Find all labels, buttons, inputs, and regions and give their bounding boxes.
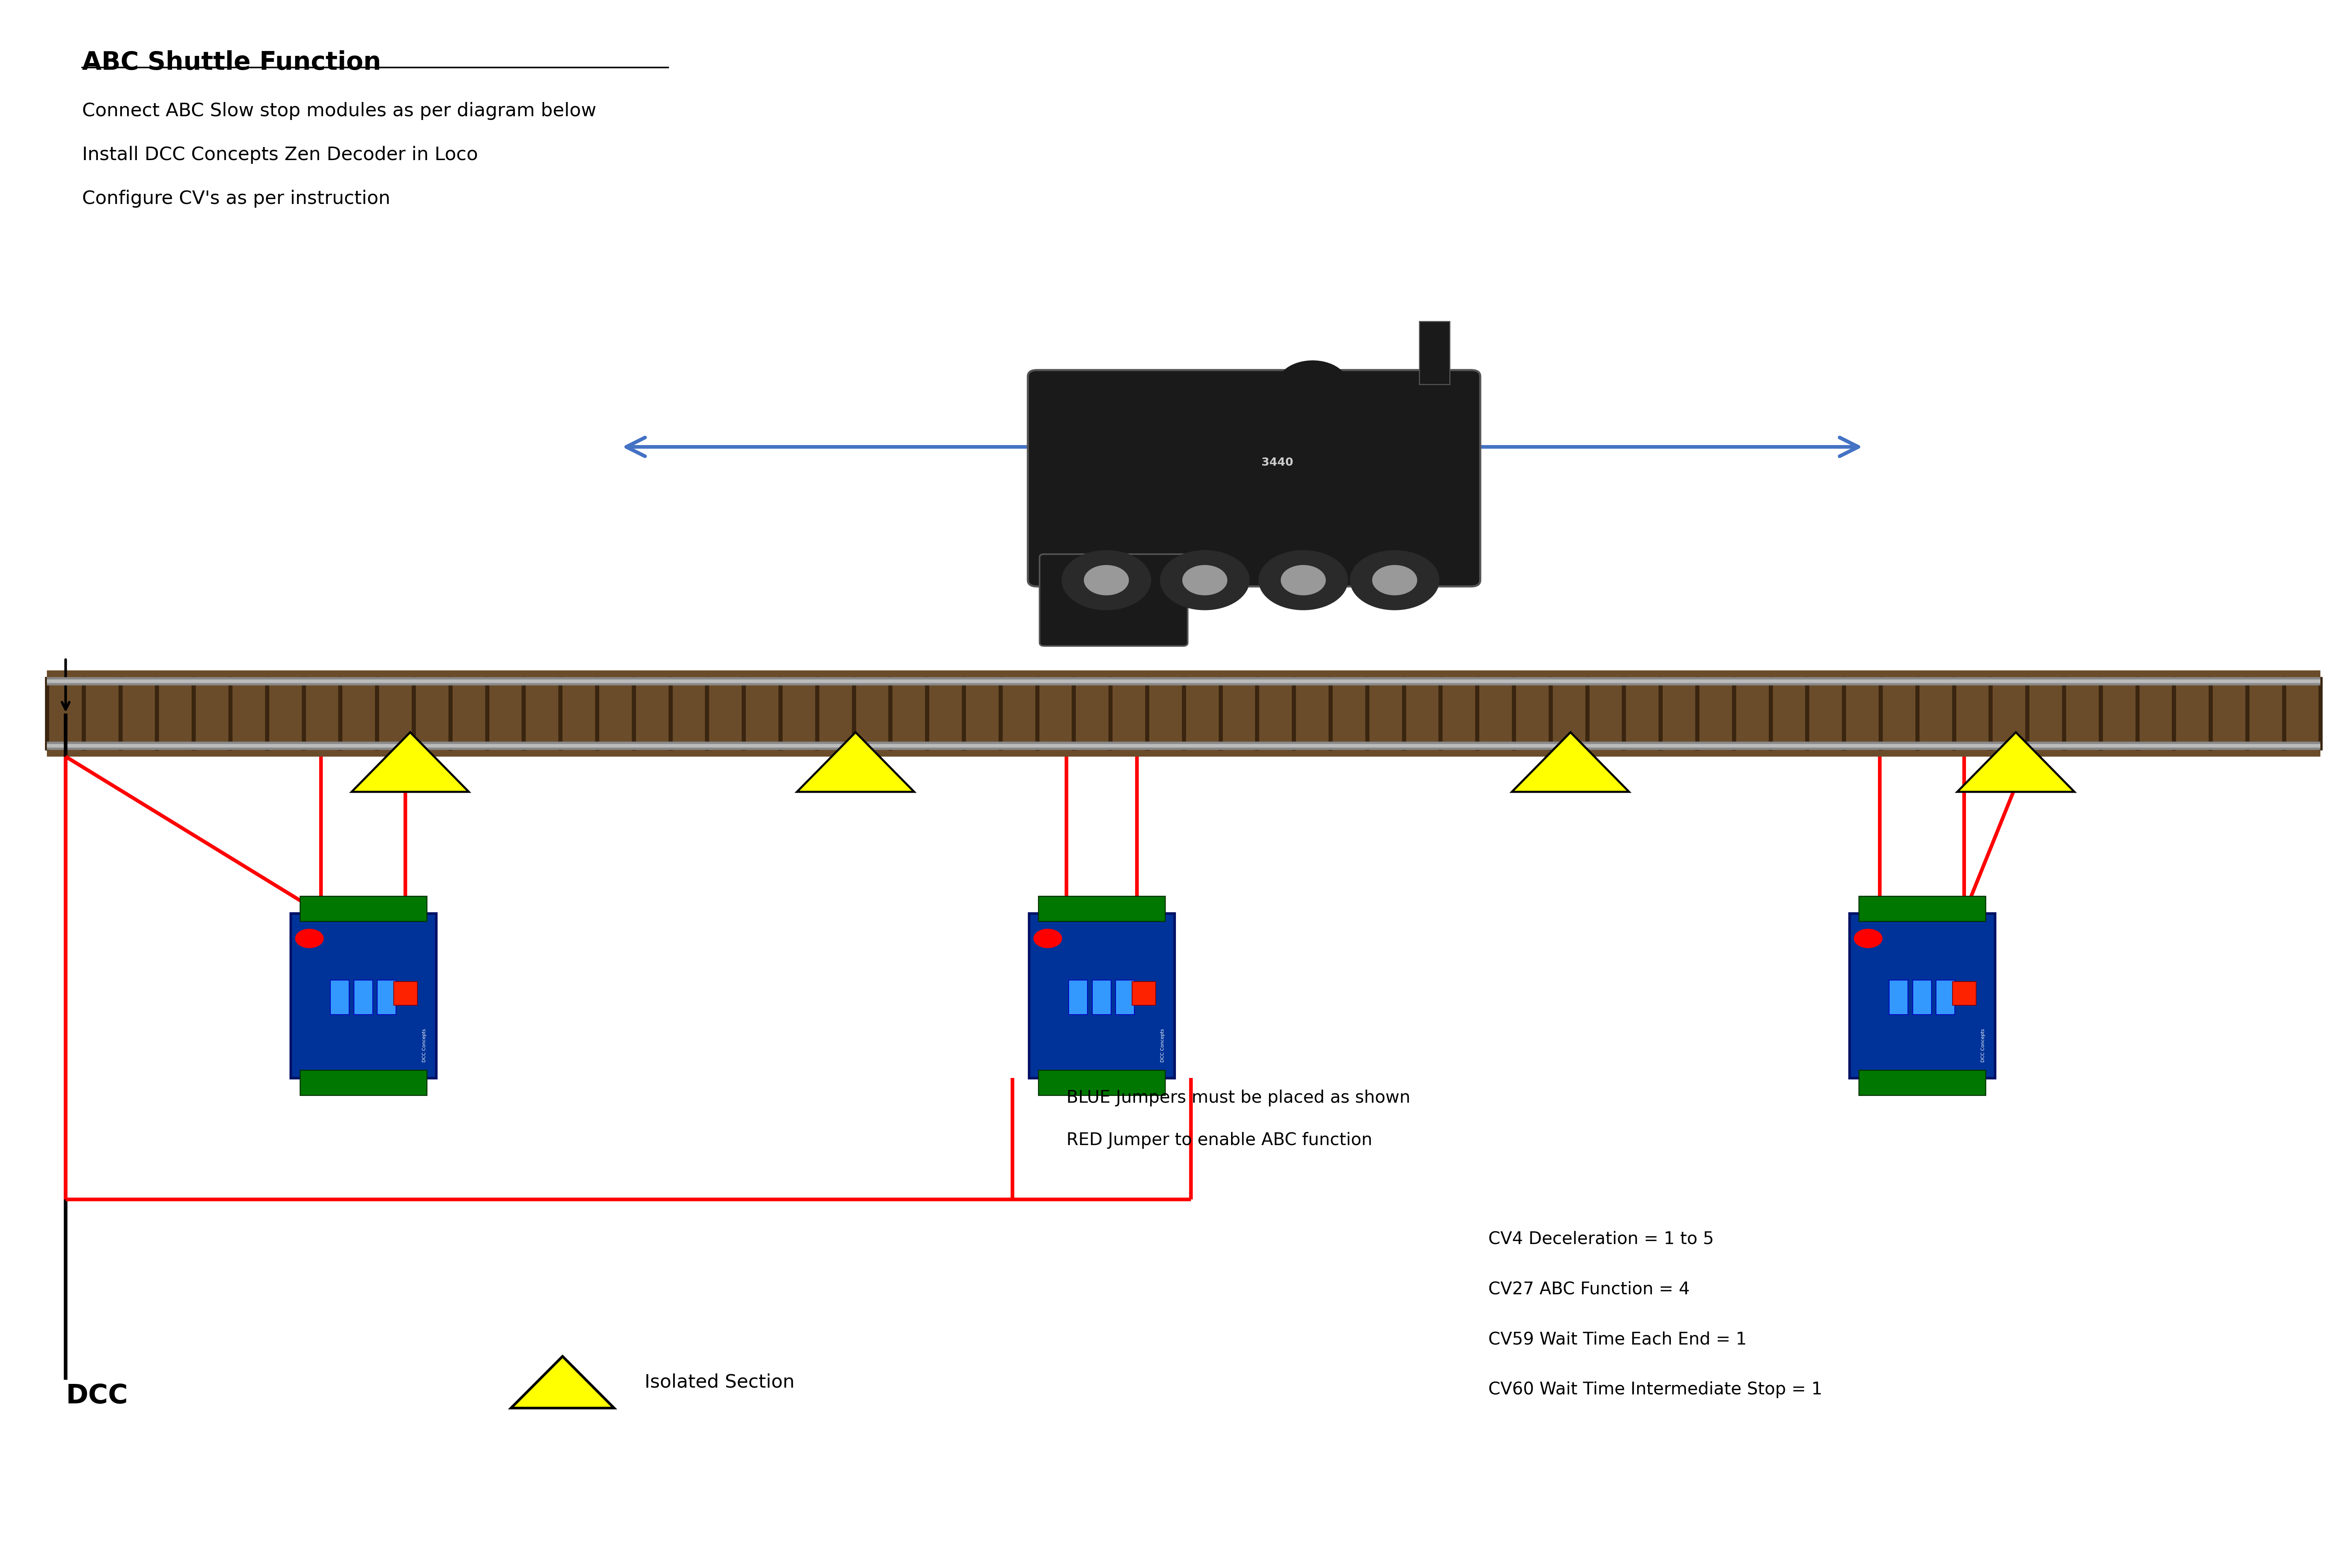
Text: Isolated Section: Isolated Section: [645, 1374, 795, 1391]
Circle shape: [1181, 566, 1228, 596]
Circle shape: [1259, 550, 1348, 610]
Text: BLUE Jumpers must be placed as shown: BLUE Jumpers must be placed as shown: [1067, 1090, 1411, 1107]
Text: DCC Concepts: DCC Concepts: [1981, 1029, 1985, 1063]
Bar: [1038, 897, 1165, 922]
Text: ABC Shuttle Function: ABC Shuttle Function: [82, 50, 382, 75]
Bar: [300, 897, 427, 922]
Bar: [1913, 980, 1931, 1014]
Text: CV27 ABC Function = 4: CV27 ABC Function = 4: [1488, 1281, 1690, 1298]
Bar: [377, 980, 396, 1014]
Polygon shape: [1957, 732, 2074, 792]
Text: CV59 Wait Time Each End = 1: CV59 Wait Time Each End = 1: [1488, 1331, 1746, 1348]
Bar: [394, 982, 417, 1005]
Bar: [1132, 982, 1156, 1005]
Bar: [1889, 980, 1908, 1014]
Text: RED Jumper to enable ABC function: RED Jumper to enable ABC function: [1067, 1132, 1371, 1149]
Circle shape: [1350, 550, 1439, 610]
Bar: [1953, 982, 1976, 1005]
Text: CV4 Deceleration = 1 to 5: CV4 Deceleration = 1 to 5: [1488, 1231, 1713, 1248]
FancyBboxPatch shape: [291, 913, 436, 1079]
Text: 3440: 3440: [1261, 458, 1294, 467]
Polygon shape: [511, 1356, 614, 1408]
Circle shape: [1854, 928, 1882, 947]
Text: CV60 Wait Time Intermediate Stop = 1: CV60 Wait Time Intermediate Stop = 1: [1488, 1381, 1824, 1399]
Bar: [1936, 980, 1955, 1014]
Polygon shape: [797, 732, 914, 792]
Circle shape: [295, 928, 323, 947]
Bar: [47, 670, 2321, 756]
Polygon shape: [1512, 732, 1629, 792]
Circle shape: [1083, 566, 1130, 596]
Text: Connect ABC Slow stop modules as per diagram below: Connect ABC Slow stop modules as per dia…: [82, 102, 595, 119]
Bar: [331, 980, 349, 1014]
Bar: [1116, 980, 1134, 1014]
Polygon shape: [352, 732, 469, 792]
FancyBboxPatch shape: [1038, 554, 1188, 646]
Circle shape: [1371, 566, 1416, 596]
Bar: [300, 1069, 427, 1094]
Bar: [1418, 321, 1449, 384]
Bar: [1038, 1069, 1165, 1094]
Bar: [1859, 1069, 1985, 1094]
Text: DCC Concepts: DCC Concepts: [1160, 1029, 1165, 1063]
FancyBboxPatch shape: [1029, 913, 1174, 1079]
Text: DCC: DCC: [66, 1383, 129, 1408]
Bar: [1859, 897, 1985, 922]
Circle shape: [1034, 928, 1062, 947]
Circle shape: [1062, 550, 1151, 610]
FancyBboxPatch shape: [1849, 913, 1995, 1079]
FancyBboxPatch shape: [1027, 370, 1479, 586]
Bar: [354, 980, 373, 1014]
Circle shape: [1160, 550, 1249, 610]
Text: Install DCC Concepts Zen Decoder in Loco: Install DCC Concepts Zen Decoder in Loco: [82, 146, 478, 163]
Bar: [1092, 980, 1111, 1014]
Text: Configure CV's as per instruction: Configure CV's as per instruction: [82, 190, 389, 207]
Circle shape: [1277, 361, 1348, 408]
Text: DCC Concepts: DCC Concepts: [422, 1029, 427, 1063]
Circle shape: [1280, 566, 1327, 596]
Bar: [1069, 980, 1088, 1014]
